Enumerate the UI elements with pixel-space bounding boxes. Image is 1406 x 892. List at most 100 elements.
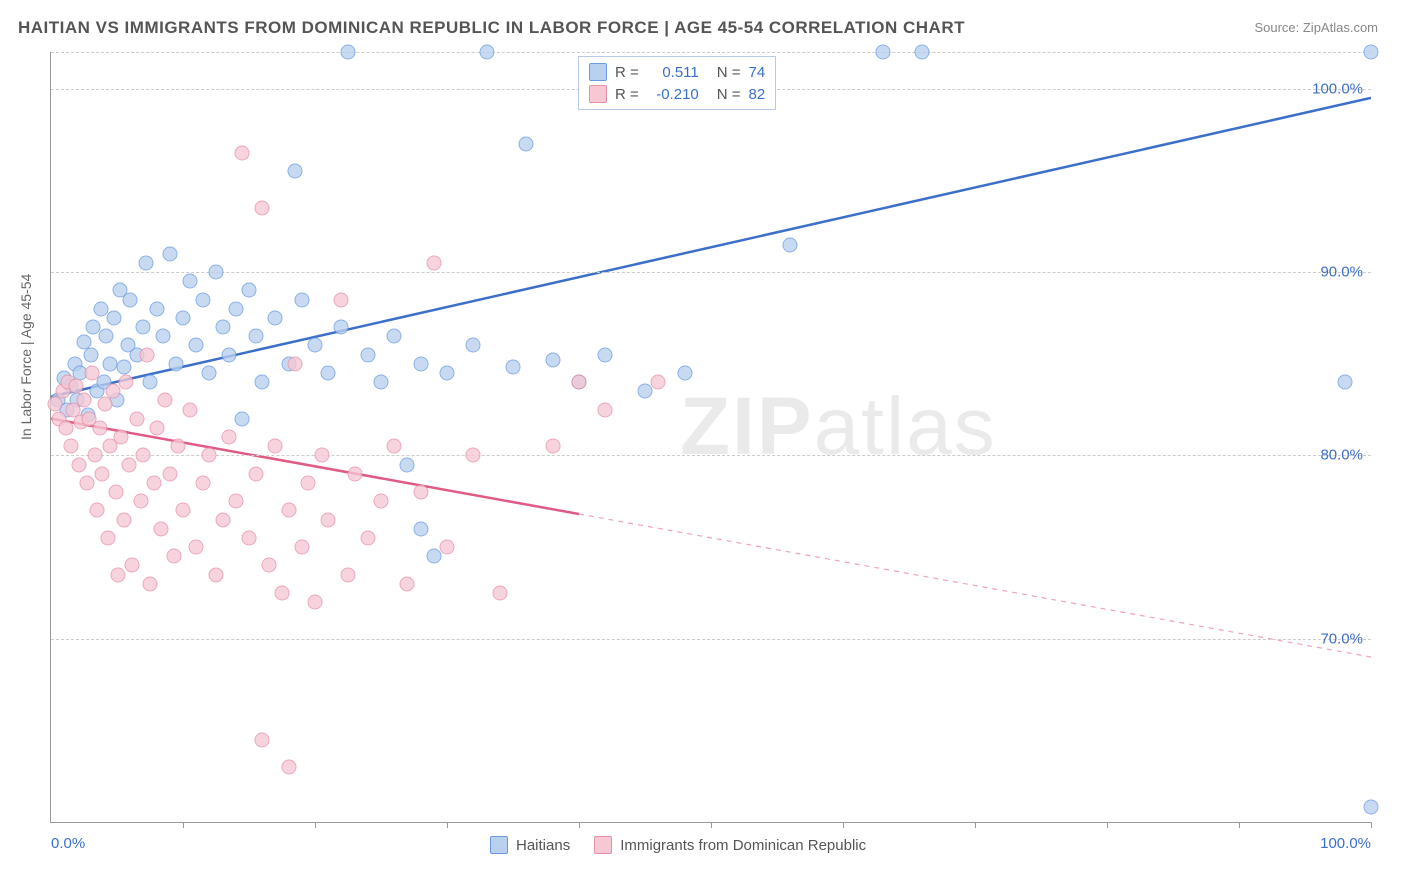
- data-point: [176, 503, 191, 518]
- data-point: [334, 320, 349, 335]
- data-point: [387, 329, 402, 344]
- data-point: [275, 585, 290, 600]
- data-point: [248, 329, 263, 344]
- scatter-plot: 70.0%80.0%90.0%100.0%0.0%100.0%: [50, 52, 1371, 823]
- x-tick: [1239, 822, 1240, 828]
- y-tick-label: 70.0%: [1320, 630, 1363, 647]
- r-value: 0.511: [647, 64, 699, 81]
- data-point: [143, 375, 158, 390]
- data-point: [466, 448, 481, 463]
- data-point: [248, 466, 263, 481]
- data-point: [139, 255, 154, 270]
- x-tick: [183, 822, 184, 828]
- x-tick: [315, 822, 316, 828]
- data-point: [400, 576, 415, 591]
- data-point: [79, 475, 94, 490]
- data-point: [222, 347, 237, 362]
- data-point: [63, 439, 78, 454]
- data-point: [189, 540, 204, 555]
- data-point: [341, 45, 356, 60]
- data-point: [209, 567, 224, 582]
- data-point: [426, 549, 441, 564]
- data-point: [71, 457, 86, 472]
- data-point: [308, 338, 323, 353]
- data-point: [215, 512, 230, 527]
- data-point: [301, 475, 316, 490]
- data-point: [47, 397, 62, 412]
- data-point: [169, 356, 184, 371]
- data-point: [1364, 800, 1379, 815]
- data-point: [374, 375, 389, 390]
- data-point: [677, 365, 692, 380]
- data-point: [86, 320, 101, 335]
- data-point: [235, 145, 250, 160]
- y-tick-label: 80.0%: [1320, 447, 1363, 464]
- legend-label: Immigrants from Dominican Republic: [620, 837, 866, 854]
- data-point: [182, 402, 197, 417]
- data-point: [374, 494, 389, 509]
- data-point: [360, 530, 375, 545]
- data-point: [121, 457, 136, 472]
- r-label: R =: [615, 86, 639, 103]
- n-label: N =: [717, 86, 741, 103]
- data-point: [479, 45, 494, 60]
- data-point: [94, 301, 109, 316]
- data-point: [413, 485, 428, 500]
- gridline: [51, 639, 1371, 640]
- data-point: [140, 347, 155, 362]
- data-point: [77, 393, 92, 408]
- data-point: [440, 540, 455, 555]
- data-point: [119, 375, 134, 390]
- r-value: -0.210: [647, 86, 699, 103]
- data-point: [107, 310, 122, 325]
- data-point: [146, 475, 161, 490]
- x-axis-max-label: 100.0%: [1320, 835, 1371, 852]
- data-point: [288, 356, 303, 371]
- data-point: [387, 439, 402, 454]
- data-point: [638, 384, 653, 399]
- gridline: [51, 52, 1371, 53]
- data-point: [440, 365, 455, 380]
- data-point: [915, 45, 930, 60]
- data-point: [466, 338, 481, 353]
- r-label: R =: [615, 64, 639, 81]
- data-point: [123, 292, 138, 307]
- data-point: [133, 494, 148, 509]
- n-label: N =: [717, 64, 741, 81]
- y-axis-label: In Labor Force | Age 45-54: [18, 274, 34, 440]
- chart-title: HAITIAN VS IMMIGRANTS FROM DOMINICAN REP…: [18, 18, 965, 38]
- series-legend: Haitians Immigrants from Dominican Republ…: [490, 836, 866, 854]
- data-point: [58, 420, 73, 435]
- data-point: [116, 360, 131, 375]
- legend-swatch: [594, 836, 612, 854]
- legend-label: Haitians: [516, 837, 570, 854]
- data-point: [255, 732, 270, 747]
- data-point: [255, 375, 270, 390]
- data-point: [202, 448, 217, 463]
- data-point: [598, 402, 613, 417]
- x-tick: [1107, 822, 1108, 828]
- data-point: [215, 320, 230, 335]
- data-point: [314, 448, 329, 463]
- data-point: [176, 310, 191, 325]
- data-point: [136, 320, 151, 335]
- data-point: [111, 567, 126, 582]
- data-point: [153, 521, 168, 536]
- data-point: [545, 353, 560, 368]
- data-point: [136, 448, 151, 463]
- data-point: [202, 365, 217, 380]
- data-point: [149, 420, 164, 435]
- data-point: [321, 512, 336, 527]
- data-point: [228, 494, 243, 509]
- data-point: [294, 292, 309, 307]
- data-point: [341, 567, 356, 582]
- data-point: [1364, 45, 1379, 60]
- gridline: [51, 272, 1371, 273]
- data-point: [413, 356, 428, 371]
- legend-row: R = -0.210 N = 82: [589, 83, 765, 105]
- x-tick: [1371, 822, 1372, 828]
- data-point: [84, 365, 99, 380]
- legend-swatch: [490, 836, 508, 854]
- data-point: [189, 338, 204, 353]
- data-point: [783, 237, 798, 252]
